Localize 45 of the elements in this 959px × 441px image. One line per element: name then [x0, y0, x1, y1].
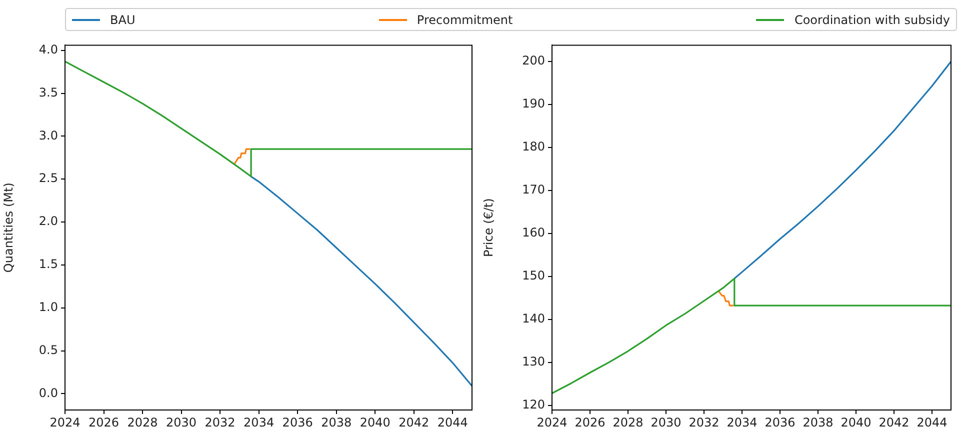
x-tick-label: 2044 [916, 415, 948, 430]
y-axis-title: Quantities (Mt) [1, 182, 16, 273]
x-tick-label: 2040 [360, 415, 390, 430]
y-tick-label: 2.5 [38, 171, 58, 186]
y-tick-label: 0.5 [38, 342, 58, 357]
x-tick-label: 2034 [726, 415, 758, 430]
x-tick-label: 2032 [688, 415, 720, 430]
x-tick-label: 2044 [437, 415, 468, 430]
y-tick-label: 190 [522, 96, 545, 111]
y-tick-label: 3.5 [38, 85, 58, 100]
y-tick-label: 160 [522, 226, 545, 240]
y-tick-label: 140 [522, 311, 545, 326]
x-tick-label: 2028 [612, 415, 644, 430]
y-tick-label: 170 [522, 182, 545, 197]
legend-label: BAU [110, 12, 136, 26]
legend-label: Coordination with subsidy [794, 12, 950, 26]
y-tick-label: 3.0 [38, 128, 58, 142]
y-tick-label: 120 [522, 397, 545, 412]
y-tick-label: 1.0 [38, 300, 58, 314]
y-tick-label: 0.0 [38, 386, 58, 400]
y-tick-label: 130 [522, 354, 545, 368]
x-tick-label: 2042 [398, 415, 430, 430]
x-tick-label: 2030 [166, 415, 197, 430]
y-tick-label: 180 [522, 140, 545, 154]
x-tick-label: 2036 [282, 415, 313, 430]
x-tick-label: 2036 [764, 415, 796, 430]
y-tick-label: 4.0 [38, 42, 58, 56]
x-tick-label: 2038 [802, 415, 834, 430]
y-tick-label: 200 [522, 54, 545, 68]
y-axis-title: Price (€/t) [481, 198, 496, 258]
x-tick-label: 2040 [840, 415, 872, 430]
x-tick-label: 2032 [204, 415, 236, 430]
y-tick-label: 1.5 [38, 257, 58, 272]
x-tick-label: 2024 [536, 415, 568, 430]
y-tick-label: 2.0 [38, 214, 58, 228]
x-tick-label: 2026 [574, 415, 606, 430]
x-tick-label: 2038 [321, 415, 352, 430]
x-tick-label: 2024 [50, 415, 80, 430]
y-tick-label: 150 [522, 268, 545, 282]
x-tick-label: 2030 [650, 415, 682, 430]
x-tick-label: 2026 [88, 415, 120, 430]
x-tick-label: 2028 [127, 415, 158, 430]
x-tick-label: 2034 [244, 415, 274, 430]
x-tick-label: 2042 [878, 415, 910, 430]
legend-label: Precommitment [416, 12, 513, 26]
